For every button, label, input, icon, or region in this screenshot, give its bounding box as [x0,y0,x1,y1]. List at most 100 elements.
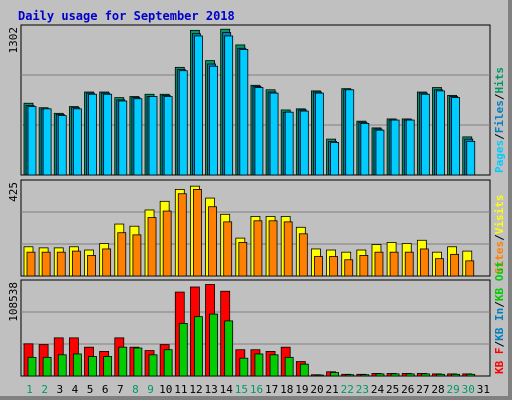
bar-kb-out-day-30 [466,373,476,377]
bar-kb-out-day-20 [315,374,324,377]
bar-pages-day-20 [315,92,324,176]
kbytes-legend: KB F/KB In/KB Out [493,261,506,374]
x-label-day-13: 13 [204,383,217,396]
x-label-day-15: 15 [235,383,248,396]
bar-sites-day-15 [238,242,248,277]
bar-sites-day-30 [465,260,475,277]
bar-pages-day-29 [451,97,461,176]
bar-sites-day-18 [283,221,293,277]
bar-sites-day-2 [41,251,51,277]
bar-pages-day-17 [269,92,279,176]
bar-sites-day-8 [132,234,142,277]
x-label-day-17: 17 [265,383,278,396]
bar-kb-out-day-4 [72,353,82,377]
x-label-day-7: 7 [117,383,124,396]
x-label-day-1: 1 [26,383,33,396]
x-label-day-12: 12 [189,383,202,396]
bar-sites-day-13 [208,206,217,277]
bar-kb-out-day-27 [420,373,430,377]
bar-kb-out-day-22 [345,374,355,377]
x-label-day-5: 5 [87,383,94,396]
x-label-day-18: 18 [280,383,293,396]
legend-hits: Hits [493,67,506,94]
bar-sites-day-3 [56,251,66,277]
bar-kb-out-day-17 [269,354,279,377]
bar-pages-day-28 [436,90,445,176]
bar-kb-out-day-9 [148,354,158,377]
bar-kb-out-day-15 [239,357,249,377]
bar-sites-day-16 [253,220,263,277]
visits-max-label: 425 [7,182,20,202]
bar-pages-day-5 [88,93,97,176]
bar-sites-day-7 [117,232,127,277]
bar-sites-day-5 [87,255,96,277]
bar-kb-out-day-7 [118,346,128,377]
x-label-day-16: 16 [250,383,263,396]
bar-sites-day-17 [268,220,278,277]
legend-pages: Pages [493,140,506,173]
bar-kb-out-day-13 [209,313,218,377]
bar-kb-out-day-26 [405,373,415,377]
bar-pages-day-16 [254,87,264,176]
bar-kb-out-day-2 [42,356,52,377]
legend-kbout: KB Out [493,261,506,301]
kbytes-max-label: 108538 [7,282,20,322]
x-label-day-11: 11 [174,383,187,396]
bar-kb-out-day-8 [133,347,143,377]
bar-kb-out-day-16 [254,353,264,377]
bar-sites-day-10 [162,210,172,277]
bar-pages-day-19 [299,110,309,176]
x-label-day-3: 3 [57,383,64,396]
bar-pages-day-24 [375,129,385,176]
bar-sites-day-29 [450,253,460,277]
visits-legend: Sites/Visits [493,195,506,275]
bar-sites-day-22 [344,259,354,277]
x-axis-labels: 1 2 3 4 5 6 7 8 9 10 11 12 13 14 15 16 17 18 19 20 21 22 23 24 2… [26,383,490,396]
x-label-day-26: 26 [401,383,414,396]
bar-kb-out-day-23 [360,374,370,377]
bar-sites-day-26 [404,251,414,277]
bar-kb-out-day-19 [299,363,309,377]
hits-legend: Pages/Files/Hits [493,67,506,173]
bar-sites-day-23 [359,255,369,277]
legend-files: Files [493,100,506,133]
bar-sites-day-25 [389,251,399,277]
bar-sites-day-1 [26,251,36,277]
bar-sites-day-24 [374,251,384,277]
bar-pages-day-30 [466,140,476,176]
page-title: Daily usage for September 2018 [18,9,235,23]
x-label-day-14: 14 [220,383,234,396]
bar-kb-out-day-10 [163,349,173,377]
bar-sites-day-19 [298,233,308,277]
bar-pages-day-2 [42,108,52,176]
bar-kb-out-day-18 [284,356,294,377]
bar-kb-out-day-25 [390,373,400,377]
bar-pages-day-27 [420,93,430,176]
bar-kb-out-day-6 [103,356,113,377]
bar-sites-day-4 [71,250,81,277]
bar-pages-day-7 [118,100,128,176]
bar-kb-out-day-12 [194,316,203,377]
bar-pages-day-3 [57,115,67,176]
x-label-day-6: 6 [102,383,109,396]
legend-kbin: KB In [493,308,506,341]
bar-pages-day-12 [194,35,203,176]
bar-kb-out-day-5 [88,356,97,377]
bar-kb-out-day-29 [451,373,461,377]
bar-sites-day-12 [193,189,202,277]
x-label-day-2: 2 [41,383,48,396]
bar-sites-day-21 [329,256,338,277]
x-label-day-23: 23 [356,383,369,396]
x-label-day-22: 22 [341,383,354,396]
bar-pages-day-23 [360,123,370,176]
x-label-day-31: 31 [477,383,490,396]
bar-pages-day-6 [103,93,113,176]
bar-kb-out-day-3 [57,354,67,377]
legend-kbf: KB F [493,348,506,375]
bar-pages-day-10 [163,96,173,176]
bar-kb-out-day-14 [224,320,234,377]
x-label-day-27: 27 [416,383,429,396]
bar-pages-day-13 [209,65,218,176]
bar-pages-day-14 [224,35,234,176]
